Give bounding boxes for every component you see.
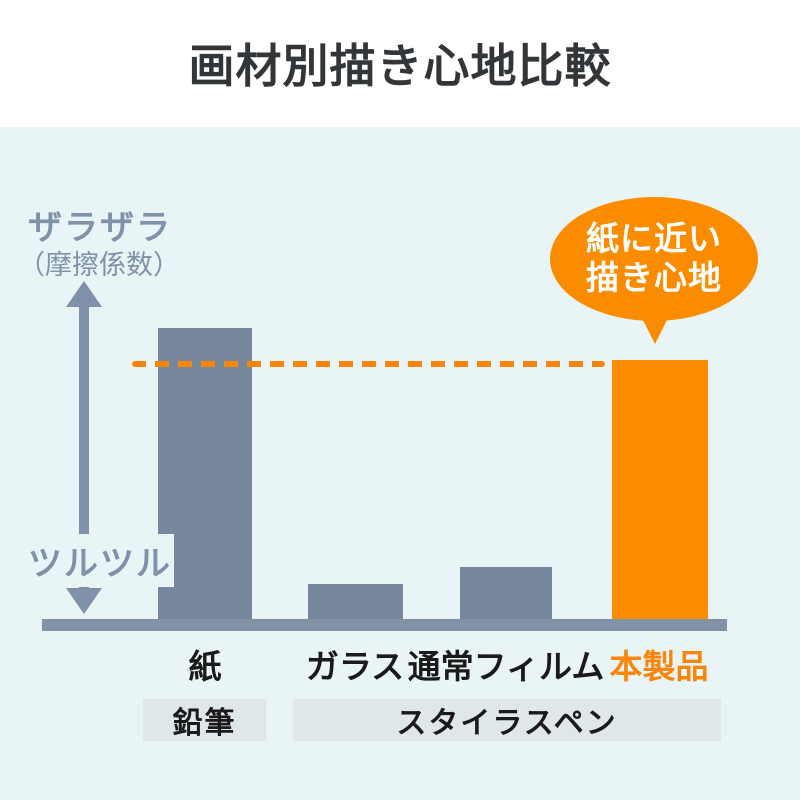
speech-bubble-line-1: 紙に近い xyxy=(586,220,722,258)
bar-glass xyxy=(308,584,403,619)
axis-label-rough: ザラザラ xyxy=(28,209,172,247)
axis-label-smooth: ツルツル xyxy=(26,534,174,587)
speech-bubble-line-2: 描き心地 xyxy=(586,259,722,296)
group-label-pencil: 鉛筆 xyxy=(172,707,237,740)
category-label-film: 通常フィルム xyxy=(407,648,605,685)
category-label-paper: 紙 xyxy=(188,648,222,685)
page-title: 画材別描き心地比較 xyxy=(188,40,612,92)
reference-dashed-line xyxy=(132,361,605,367)
y-axis-arrow-shaft xyxy=(79,300,89,595)
group-box-pencil: 鉛筆 xyxy=(143,699,266,741)
axis-label-friction-coefficient: （摩擦係数） xyxy=(18,250,180,280)
category-label-product: 本製品 xyxy=(609,648,709,685)
bar-product xyxy=(612,360,708,619)
x-axis-baseline xyxy=(42,619,727,631)
arrow-down-icon xyxy=(66,588,102,614)
bar-film xyxy=(460,567,552,619)
speech-bubble-tail xyxy=(638,310,672,344)
speech-bubble: 紙に近い 描き心地 xyxy=(550,197,758,321)
group-box-stylus: スタイラスペン xyxy=(293,699,721,741)
category-label-glass: ガラス xyxy=(305,648,405,685)
group-label-stylus: スタイラスペン xyxy=(396,707,618,740)
